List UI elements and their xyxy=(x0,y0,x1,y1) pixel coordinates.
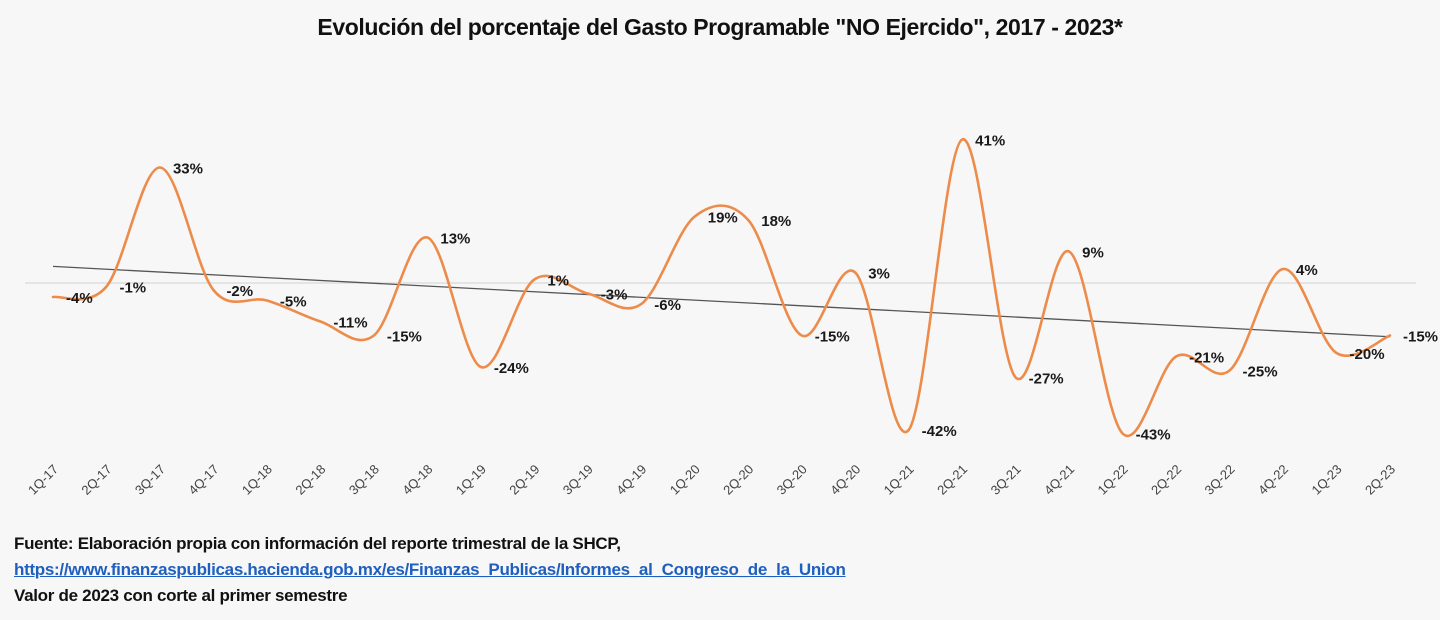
x-tick-label: 4Q-21 xyxy=(1041,462,1077,498)
data-label: 1% xyxy=(547,273,569,290)
data-label: -2% xyxy=(226,283,253,300)
data-label: 41% xyxy=(975,133,1005,150)
x-tick-label: 3Q-22 xyxy=(1202,462,1238,498)
x-tick-label: 4Q-17 xyxy=(185,462,221,498)
x-tick-label: 2Q-19 xyxy=(506,462,542,498)
footer: Fuente: Elaboración propia con informaci… xyxy=(14,531,846,609)
data-label: -43% xyxy=(1136,427,1171,444)
data-label: 3% xyxy=(868,266,890,283)
x-tick-label: 3Q-21 xyxy=(988,462,1024,498)
x-tick-label: 1Q-17 xyxy=(25,462,61,498)
x-tick-label: 1Q-22 xyxy=(1095,462,1131,498)
data-label: -20% xyxy=(1350,346,1385,363)
source-link[interactable]: https://www.finanzaspublicas.hacienda.go… xyxy=(14,560,846,579)
data-label: -15% xyxy=(387,329,422,346)
x-tick-label: 2Q-22 xyxy=(1148,462,1184,498)
data-label: -15% xyxy=(1403,329,1438,346)
data-label: 13% xyxy=(440,231,470,248)
x-axis-tick-labels: 1Q-17 2Q-17 3Q-17 4Q-17 1Q-18 2Q-18 3Q-18 4Q-18… xyxy=(25,462,1398,498)
x-tick-label: 1Q-23 xyxy=(1308,462,1344,498)
source-note: Fuente: Elaboración propia con informaci… xyxy=(14,534,621,553)
x-tick-label: 2Q-20 xyxy=(720,462,756,498)
data-label: -4% xyxy=(66,290,93,307)
x-tick-label: 1Q-19 xyxy=(453,462,489,498)
chart-title: Evolución del porcentaje del Gasto Progr… xyxy=(317,14,1123,40)
data-cutoff-note: Valor de 2023 con corte al primer semest… xyxy=(14,586,348,605)
series-line xyxy=(51,138,1392,438)
data-label: 18% xyxy=(761,213,791,230)
data-label: -1% xyxy=(119,280,146,297)
data-label: -15% xyxy=(815,329,850,346)
x-tick-label: 4Q-18 xyxy=(399,462,435,498)
data-label: -6% xyxy=(654,297,681,314)
x-tick-label: 4Q-19 xyxy=(613,462,649,498)
data-label: -42% xyxy=(922,423,957,440)
data-label: -3% xyxy=(601,287,628,304)
x-tick-label: 1Q-20 xyxy=(667,462,703,498)
x-tick-label: 2Q-21 xyxy=(934,462,970,498)
data-label: -21% xyxy=(1189,350,1224,367)
x-tick-label: 3Q-19 xyxy=(560,462,596,498)
data-label: -25% xyxy=(1243,364,1278,381)
data-label: -11% xyxy=(333,315,367,332)
x-tick-label: 3Q-17 xyxy=(132,462,168,498)
data-label: 19% xyxy=(708,210,738,227)
x-tick-label: 1Q-18 xyxy=(239,462,275,498)
data-labels: -4% -1% 33% -2% -5% -11% -15% 13% -24% 1% -3% -6% 19… xyxy=(66,133,1438,444)
data-label: 9% xyxy=(1082,245,1104,262)
x-tick-label: 2Q-17 xyxy=(78,462,114,498)
data-label: -5% xyxy=(280,294,307,311)
x-tick-label: 2Q-18 xyxy=(292,462,328,498)
x-tick-label: 3Q-18 xyxy=(346,462,382,498)
x-tick-label: 2Q-23 xyxy=(1362,462,1398,498)
x-tick-label: 1Q-21 xyxy=(881,462,917,498)
data-label: -24% xyxy=(494,360,529,377)
x-tick-label: 3Q-20 xyxy=(774,462,810,498)
trend-line xyxy=(52,265,1391,338)
data-label: 4% xyxy=(1296,262,1318,279)
x-tick-label: 4Q-20 xyxy=(827,462,863,498)
data-label: 33% xyxy=(173,161,203,178)
data-label: -27% xyxy=(1029,371,1064,388)
x-tick-label: 4Q-22 xyxy=(1255,462,1291,498)
